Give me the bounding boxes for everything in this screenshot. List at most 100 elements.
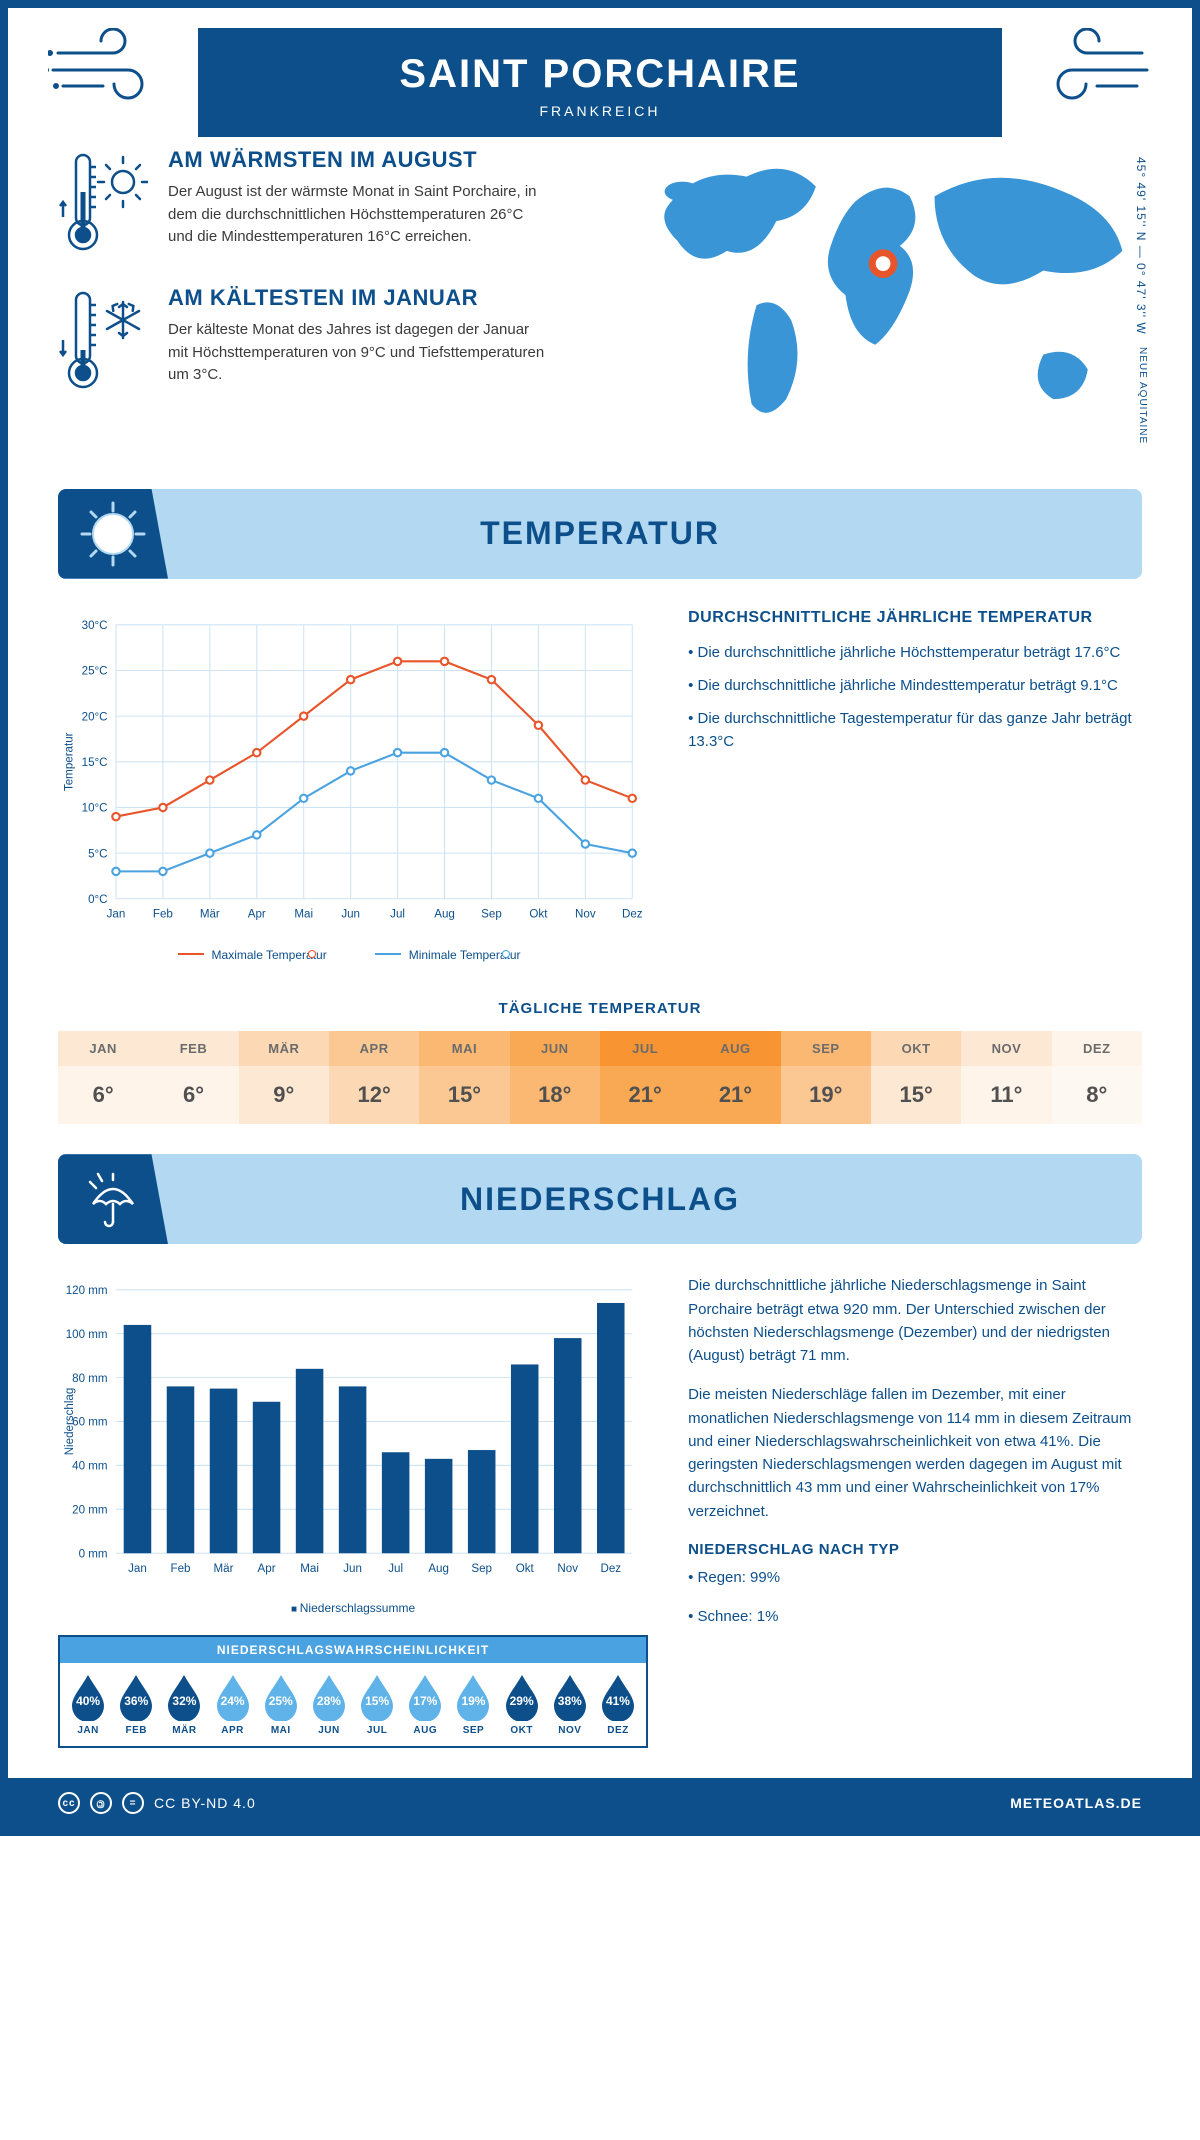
svg-text:Sep: Sep xyxy=(471,1563,492,1575)
intro-section: AM WÄRMSTEN IM AUGUST Der August ist der… xyxy=(8,137,1192,479)
legend-min-temp: Minimale Temperatur xyxy=(375,948,529,962)
svg-text:Jul: Jul xyxy=(388,1563,403,1575)
daily-cell: MAI15° xyxy=(419,1031,509,1124)
precip-type-rain: Regen: 99% xyxy=(688,1566,1142,1589)
prob-cell: 17%AUG xyxy=(403,1673,447,1736)
svg-text:80 mm: 80 mm xyxy=(72,1373,107,1385)
svg-text:40 mm: 40 mm xyxy=(72,1461,107,1473)
temp-chart-legend: Maximale Temperatur Minimale Temperatur xyxy=(58,948,648,962)
precip-para-2: Die meisten Niederschläge fallen im Deze… xyxy=(688,1383,1142,1523)
svg-text:Jun: Jun xyxy=(343,1563,362,1575)
license-text: CC BY-ND 4.0 xyxy=(154,1795,256,1811)
daily-cell: AUG21° xyxy=(690,1031,780,1124)
prob-cell: 29%OKT xyxy=(500,1673,544,1736)
coldest-text: Der kälteste Monat des Jahres ist dagege… xyxy=(168,319,548,387)
svg-text:0 mm: 0 mm xyxy=(79,1549,108,1561)
prob-cell: 19%SEP xyxy=(451,1673,495,1736)
temp-bullet-3: Die durchschnittliche Tagestemperatur fü… xyxy=(688,707,1142,754)
region-text: NEUE AQUITAINE xyxy=(1137,347,1148,444)
thermometer-cold-icon xyxy=(58,285,148,395)
svg-text:15°C: 15°C xyxy=(82,757,108,769)
svg-text:100 mm: 100 mm xyxy=(66,1329,108,1341)
temp-bullet-2: Die durchschnittliche jährliche Mindestt… xyxy=(688,674,1142,697)
sun-icon xyxy=(78,499,148,569)
svg-text:0°C: 0°C xyxy=(88,894,107,906)
svg-text:Jan: Jan xyxy=(128,1563,147,1575)
map-marker xyxy=(872,253,894,275)
prob-cell: 32%MÄR xyxy=(162,1673,206,1736)
daily-cell: SEP19° xyxy=(781,1031,871,1124)
world-map-block: 45° 49' 15'' N — 0° 47' 3'' W NEUE AQUIT… xyxy=(628,147,1142,449)
legend-max-temp: Maximale Temperatur xyxy=(178,948,335,962)
precip-probability-box: NIEDERSCHLAGSWAHRSCHEINLICHKEIT 40%JAN36… xyxy=(58,1635,648,1748)
svg-text:Mär: Mär xyxy=(200,908,220,920)
svg-text:Mär: Mär xyxy=(214,1563,234,1575)
warmest-text: Der August ist der wärmste Monat in Sain… xyxy=(168,181,548,249)
nd-icon: = xyxy=(122,1792,144,1814)
daily-cell: APR12° xyxy=(329,1031,419,1124)
svg-text:Okt: Okt xyxy=(529,908,548,920)
svg-text:Temperatur: Temperatur xyxy=(64,732,76,791)
svg-text:Jul: Jul xyxy=(390,908,405,920)
site-name: METEOATLAS.DE xyxy=(1010,1795,1142,1811)
precip-type-title: NIEDERSCHLAG NACH TYP xyxy=(688,1541,1142,1558)
wind-icon-right xyxy=(1032,28,1152,108)
prob-cell: 36%FEB xyxy=(114,1673,158,1736)
prob-cell: 24%APR xyxy=(211,1673,255,1736)
prob-cell: 15%JUL xyxy=(355,1673,399,1736)
svg-text:Aug: Aug xyxy=(434,908,455,920)
prob-title: NIEDERSCHLAGSWAHRSCHEINLICHKEIT xyxy=(60,1637,646,1663)
page-frame: SAINT PORCHAIRE FRANKREICH xyxy=(0,0,1200,1836)
header-row: SAINT PORCHAIRE FRANKREICH xyxy=(8,8,1192,137)
svg-text:20°C: 20°C xyxy=(82,711,108,723)
precipitation-info: Die durchschnittliche jährliche Niedersc… xyxy=(688,1274,1142,1748)
temp-bullet-1: Die durchschnittliche jährliche Höchstte… xyxy=(688,641,1142,664)
svg-text:Jan: Jan xyxy=(107,908,126,920)
footer: cc 🄯 = CC BY-ND 4.0 METEOATLAS.DE xyxy=(8,1778,1192,1828)
temperature-heading: TEMPERATUR xyxy=(480,515,720,552)
svg-text:Nov: Nov xyxy=(557,1563,578,1575)
prob-cell: 41%DEZ xyxy=(596,1673,640,1736)
warmest-title: AM WÄRMSTEN IM AUGUST xyxy=(168,147,548,173)
svg-text:Okt: Okt xyxy=(516,1563,535,1575)
daily-cell: JUL21° xyxy=(600,1031,690,1124)
svg-text:Aug: Aug xyxy=(428,1563,449,1575)
thermometer-hot-icon xyxy=(58,147,148,257)
precipitation-heading: NIEDERSCHLAG xyxy=(460,1181,740,1218)
daily-cell: OKT15° xyxy=(871,1031,961,1124)
country-subtitle: FRANKREICH xyxy=(198,103,1002,119)
precipitation-bar-chart: 0 mm20 mm40 mm60 mm80 mm100 mm120 mmJanF… xyxy=(58,1274,648,1590)
location-title: SAINT PORCHAIRE xyxy=(198,52,1002,97)
svg-text:5°C: 5°C xyxy=(88,848,107,860)
daily-temp-table: JAN6°FEB6°MÄR9°APR12°MAI15°JUN18°JUL21°A… xyxy=(58,1031,1142,1124)
daily-cell: JUN18° xyxy=(510,1031,600,1124)
coldest-title: AM KÄLTESTEN IM JANUAR xyxy=(168,285,548,311)
cc-icon: cc xyxy=(58,1792,80,1814)
prob-cell: 38%NOV xyxy=(548,1673,592,1736)
svg-text:Feb: Feb xyxy=(153,908,173,920)
temp-info-title: DURCHSCHNITTLICHE JÄHRLICHE TEMPERATUR xyxy=(688,609,1142,627)
svg-text:60 mm: 60 mm xyxy=(72,1417,107,1429)
wind-icon-left xyxy=(48,28,168,108)
temperature-info: DURCHSCHNITTLICHE JÄHRLICHE TEMPERATUR D… xyxy=(688,609,1142,963)
precip-para-1: Die durchschnittliche jährliche Niedersc… xyxy=(688,1274,1142,1367)
by-icon: 🄯 xyxy=(90,1792,112,1814)
svg-text:Apr: Apr xyxy=(258,1563,276,1575)
svg-text:Sep: Sep xyxy=(481,908,502,920)
prob-cell: 40%JAN xyxy=(66,1673,110,1736)
svg-text:Feb: Feb xyxy=(171,1563,191,1575)
daily-cell: NOV11° xyxy=(961,1031,1051,1124)
svg-text:20 mm: 20 mm xyxy=(72,1505,107,1517)
precip-chart-legend: Niederschlagssumme xyxy=(58,1601,648,1615)
svg-text:Mai: Mai xyxy=(294,908,313,920)
daily-cell: JAN6° xyxy=(58,1031,148,1124)
warmest-fact: AM WÄRMSTEN IM AUGUST Der August ist der… xyxy=(58,147,598,257)
temperature-banner: TEMPERATUR xyxy=(58,489,1142,579)
daily-cell: MÄR9° xyxy=(239,1031,329,1124)
svg-text:Dez: Dez xyxy=(600,1563,621,1575)
svg-text:Jun: Jun xyxy=(341,908,360,920)
prob-cell: 28%JUN xyxy=(307,1673,351,1736)
umbrella-icon xyxy=(78,1164,148,1234)
coordinates-text: 45° 49' 15'' N — 0° 47' 3'' W xyxy=(1134,157,1148,335)
coldest-fact: AM KÄLTESTEN IM JANUAR Der kälteste Mona… xyxy=(58,285,598,395)
